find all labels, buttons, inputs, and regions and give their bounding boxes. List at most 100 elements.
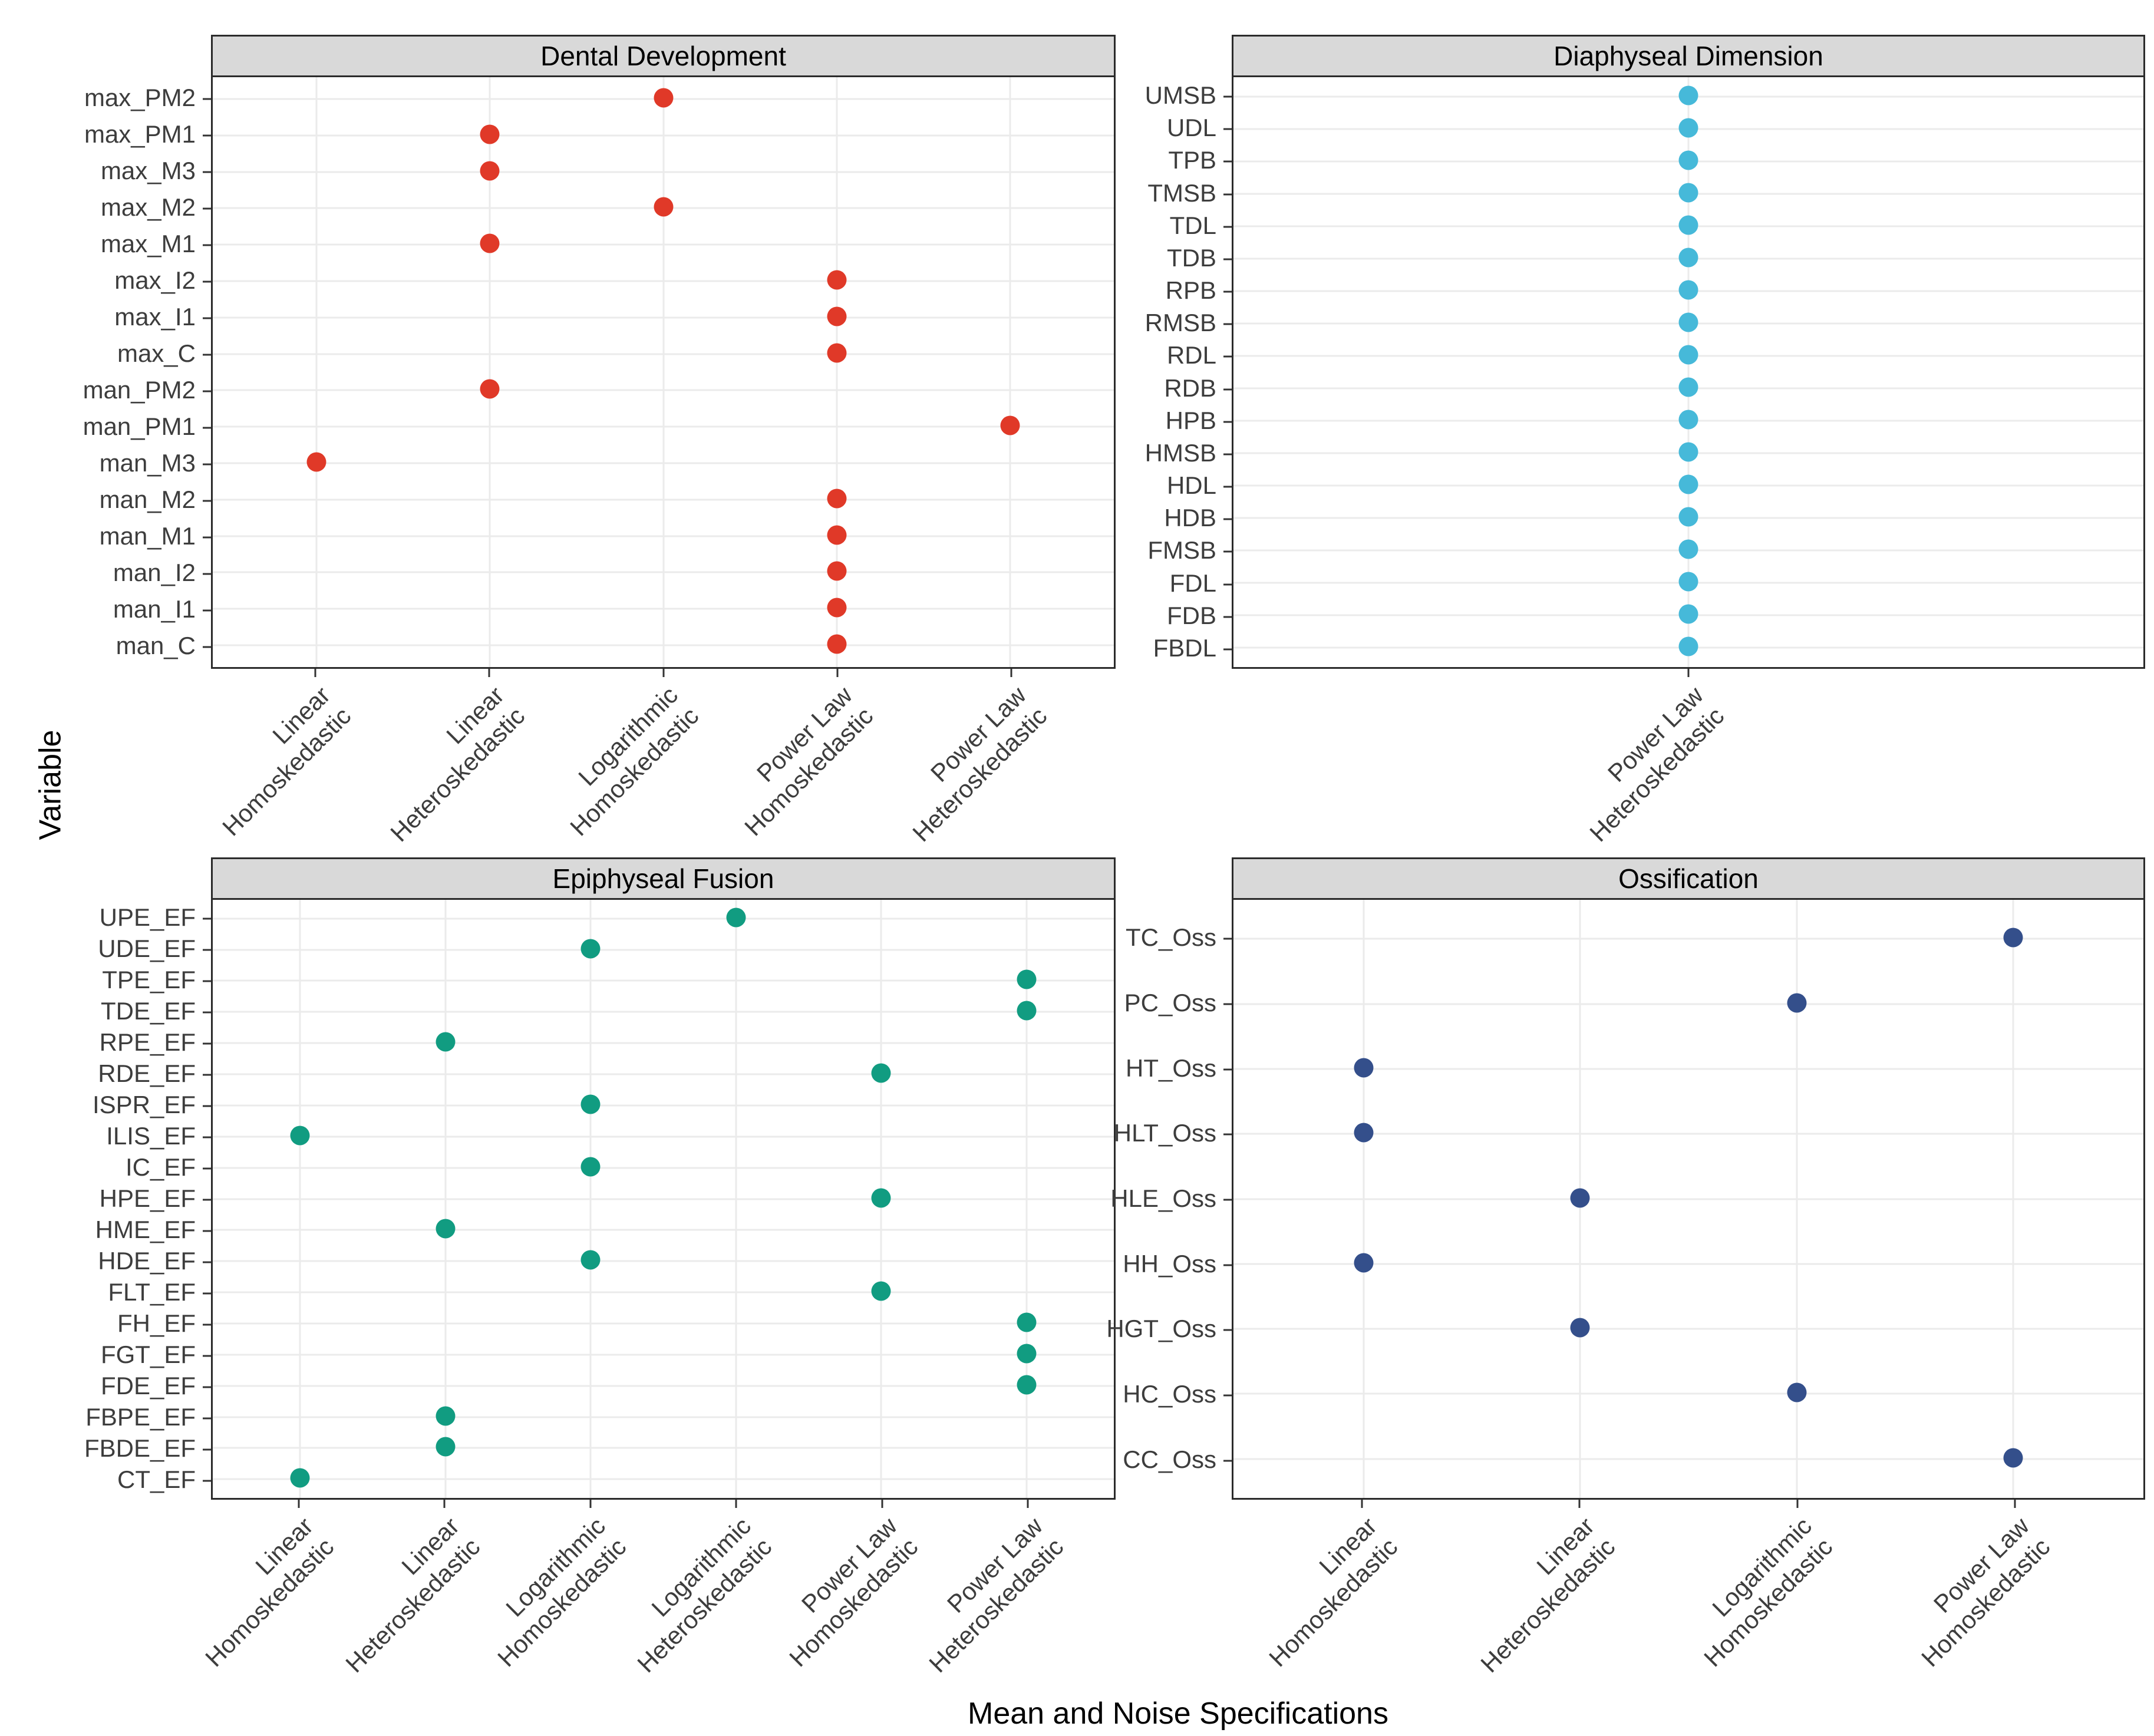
axis-tick	[203, 646, 211, 648]
axis-tick	[203, 171, 211, 173]
y-tick-label: CT_EF	[117, 1466, 196, 1494]
axis-tick	[1223, 193, 1232, 196]
gridline-h	[213, 949, 1114, 951]
data-point	[1678, 636, 1698, 656]
data-point	[1017, 969, 1037, 989]
gridline-h	[213, 1478, 1114, 1480]
data-point	[827, 598, 847, 618]
axis-tick	[203, 1199, 211, 1201]
y-tick-label: man_I1	[113, 595, 196, 623]
gridline-v	[315, 77, 318, 667]
gridline-h	[213, 1167, 1114, 1169]
y-tick-label: FDB	[1167, 601, 1216, 629]
data-point	[1678, 474, 1698, 494]
x-axis-labels: Power Law Heteroskedastic	[1232, 669, 2145, 854]
axis-tick	[1223, 128, 1232, 130]
data-point	[1678, 312, 1698, 332]
y-tick-label: max_C	[117, 339, 196, 368]
x-tick-label-text: Linear Heteroskedastic	[1475, 1511, 1621, 1678]
axis-tick	[203, 609, 211, 612]
y-tick-label: max_PM2	[84, 84, 196, 112]
y-tick-label: ILIS_EF	[106, 1122, 196, 1150]
gridline-v	[2012, 900, 2014, 1498]
data-point	[827, 561, 847, 581]
axis-tick	[443, 1500, 446, 1508]
y-tick-label: FLT_EF	[108, 1278, 196, 1306]
y-tick-label: max_M3	[100, 157, 196, 185]
x-tick-label-text: Power Law Heteroskedastic	[1584, 681, 1730, 847]
axis-tick	[488, 669, 490, 677]
y-tick-label: HGT_Oss	[1106, 1315, 1216, 1343]
axis-tick	[203, 134, 211, 137]
axis-tick	[1223, 291, 1232, 293]
data-point	[827, 634, 847, 654]
axis-tick	[314, 669, 316, 677]
axis-tick	[203, 1011, 211, 1014]
y-axis-labels: TC_Oss PC_Oss HT_Oss HLT_Oss HLE_Oss HH_Oss HG…	[1055, 900, 1232, 1500]
x-tick-label-text: Linear Homoskedastic	[200, 1511, 339, 1672]
facet-epiphyseal-fusion: Epiphyseal Fusion UPE_EF UDE_EF TPE_EF TDE_…	[59, 857, 1116, 1703]
facet-dental-development: Dental Development max_PM2 max_PM1 max_M3 m…	[59, 35, 1116, 854]
axis-tick	[1223, 616, 1232, 618]
axis-tick	[735, 1500, 737, 1508]
axis-tick	[203, 536, 211, 539]
y-tick-label: max_PM1	[84, 120, 196, 148]
axis-tick	[1223, 550, 1232, 553]
axis-tick	[203, 244, 211, 246]
data-point	[1678, 604, 1698, 624]
gridline-h	[213, 1136, 1114, 1138]
facet-strip: Ossification	[1232, 857, 2145, 900]
y-tick-label: ISPR_EF	[92, 1091, 196, 1119]
data-point	[1570, 1188, 1590, 1208]
axis-tick	[1223, 518, 1232, 520]
axis-tick	[1578, 1500, 1581, 1508]
x-tick-label-text: Power Law Homoskedastic	[738, 681, 878, 841]
y-axis-labels: UMSB UDL TPB TMSB TDL TDB RPB RMSB RDL RDB HPB HMSB…	[1055, 77, 1232, 669]
gridline-h	[1233, 1392, 2143, 1395]
data-point	[1017, 1312, 1037, 1332]
gridline-v	[1687, 77, 1690, 667]
gridline-h	[213, 1042, 1114, 1044]
data-point	[654, 88, 673, 108]
data-point	[436, 1032, 456, 1052]
gridline-h	[1233, 938, 2143, 940]
x-tick-label-text: Logarithmic Homoskedastic	[492, 1511, 631, 1672]
data-point	[1678, 345, 1698, 365]
y-tick-label: man_I2	[113, 558, 196, 586]
gridline-h	[213, 1073, 1114, 1075]
gridline-h	[1233, 1328, 2143, 1330]
y-tick-label: HDB	[1164, 504, 1216, 532]
data-point	[827, 343, 847, 363]
data-point	[436, 1219, 456, 1239]
data-point	[1017, 1344, 1037, 1364]
y-tick-label: max_M1	[100, 230, 196, 258]
axis-tick	[1027, 1500, 1029, 1508]
gridline-h	[1233, 1133, 2143, 1135]
data-point	[1678, 215, 1698, 235]
plot-area	[1232, 900, 2145, 1500]
axis-tick	[1223, 1329, 1232, 1331]
x-tick-label-text: Power Law Heteroskedastic	[923, 1511, 1069, 1678]
axis-tick	[1223, 583, 1232, 586]
data-point	[2003, 928, 2023, 948]
y-tick-label: HT_Oss	[1125, 1054, 1216, 1082]
data-point	[1354, 1123, 1374, 1143]
axis-tick	[1361, 1500, 1363, 1508]
data-point	[654, 197, 673, 217]
data-point	[1354, 1058, 1374, 1078]
data-point	[1678, 442, 1698, 462]
y-tick-label: UMSB	[1144, 81, 1216, 110]
axis-tick	[203, 1042, 211, 1045]
axis-tick	[298, 1500, 300, 1508]
axis-tick	[1223, 95, 1232, 98]
data-point	[1570, 1318, 1590, 1338]
gridline-h	[1233, 1003, 2143, 1005]
x-axis-labels: Linear Homoskedastic Linear Heteroskedastic…	[200, 1500, 1116, 1703]
gridline-h	[213, 917, 1114, 920]
axis-tick	[1223, 1394, 1232, 1397]
y-tick-label: man_M3	[99, 449, 196, 477]
gridline-v	[1363, 900, 1365, 1498]
y-tick-label: HDL	[1166, 471, 1216, 500]
axis-tick	[1223, 938, 1232, 940]
y-tick-label: TDB	[1167, 244, 1216, 272]
